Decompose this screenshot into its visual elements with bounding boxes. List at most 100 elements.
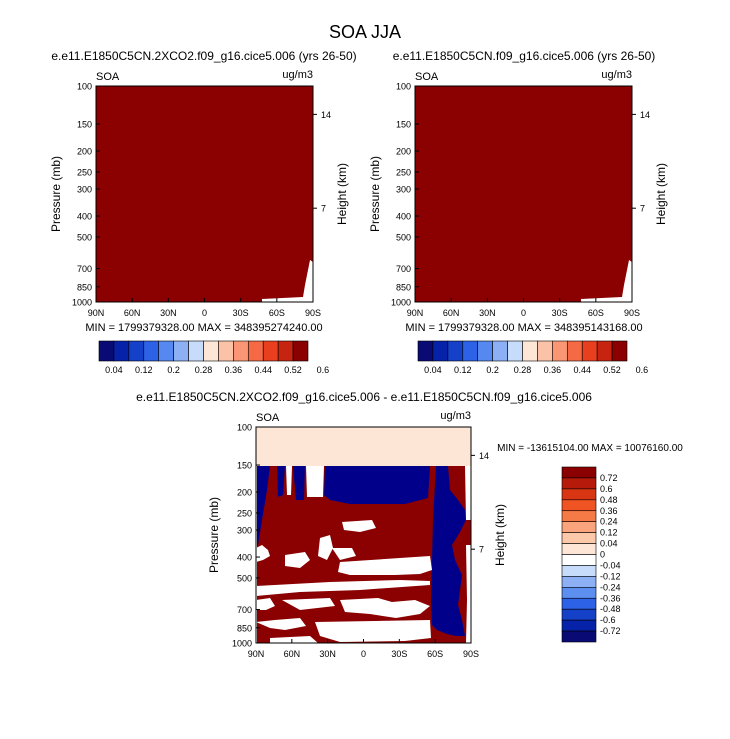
- panel-variable-label: SOA: [256, 412, 280, 424]
- colorbar-label: -0.72: [600, 626, 621, 636]
- x-ticks: 90N 60N 30N 0 30S 60S 90S: [88, 298, 321, 318]
- panel-control-2xco2: e.e11.E1850C5CN.2XCO2.f09_g16.cice5.006 …: [49, 49, 357, 375]
- y-tick-label: 250: [237, 508, 252, 518]
- y-tick-label: 500: [77, 232, 92, 242]
- y-tick-label: 400: [396, 212, 411, 222]
- colorbar-label: -0.6: [600, 615, 616, 625]
- y-tick-label: 400: [237, 553, 252, 563]
- panel-units-label: ug/m3: [601, 69, 632, 81]
- panel-units-label: ug/m3: [440, 410, 471, 422]
- colorbar-label: -0.04: [600, 560, 621, 570]
- colorbar-label: 0.36: [544, 365, 562, 375]
- colorbar-label: 0.36: [600, 506, 618, 516]
- y-tick-label: 850: [237, 623, 252, 633]
- colorbar-label: 0.2: [167, 365, 180, 375]
- y-tick-label: 850: [396, 282, 411, 292]
- colorbar-swatch: [507, 340, 523, 362]
- colorbar-swatch: [581, 340, 598, 362]
- colorbar-label: 0.12: [454, 365, 472, 375]
- x-ticks: 90N 60N 30N 0 30S 60S 90S: [248, 639, 479, 659]
- colorbar-swatch: [566, 340, 583, 362]
- colorbar-label: 0.28: [195, 365, 213, 375]
- x-ticks: 90N 60N 30N 0 30S 60S 90S: [407, 298, 640, 318]
- colorbar-swatch: [477, 340, 493, 362]
- near-zero-region: [256, 580, 430, 596]
- x-tick-label: 30N: [319, 649, 336, 659]
- colorbar: 0.04 0.12 0.2 0.28 0.36 0.44 0.52 0.6: [98, 340, 330, 375]
- y-tick-label: 700: [396, 264, 411, 274]
- y-right-tick-label: 7: [479, 545, 484, 555]
- colorbar-swatch: [561, 619, 597, 632]
- colorbar-label: 0.44: [573, 365, 591, 375]
- colorbar-label: 0.72: [600, 473, 618, 483]
- y-right-tick-label: 14: [479, 451, 489, 461]
- y-tick-label: 300: [77, 185, 92, 195]
- colorbar-swatch: [447, 340, 464, 362]
- colorbar-swatch: [432, 340, 449, 362]
- negative-region: [324, 466, 430, 504]
- y-tick-label: 700: [77, 264, 92, 274]
- colorbar-label: 0.36: [225, 365, 243, 375]
- colorbar-label: 0: [600, 550, 605, 560]
- colorbar-swatch: [561, 510, 597, 522]
- y-axis-label: Pressure (mb): [49, 156, 63, 232]
- colorbar-swatch: [561, 543, 597, 555]
- near-zero-region: [286, 466, 292, 495]
- colorbar-label: 0.2: [486, 365, 499, 375]
- colorbar-swatch: [417, 340, 434, 362]
- near-zero-region: [466, 545, 471, 643]
- y-ticks-right: 14 7: [632, 110, 650, 214]
- colorbar-swatch: [561, 532, 597, 544]
- y-tick-label: 500: [396, 232, 411, 242]
- x-tick-label: 90N: [248, 649, 265, 659]
- y-tick-label: 100: [396, 82, 411, 92]
- x-tick-label: 0: [521, 308, 526, 318]
- colorbar-label: -0.48: [600, 604, 621, 614]
- negative-region: [293, 466, 305, 500]
- near-zero-region: [465, 466, 471, 520]
- colorbar-swatch: [561, 565, 597, 577]
- y-tick-label: 300: [396, 185, 411, 195]
- colorbar-swatch: [247, 340, 264, 362]
- y-tick-label: 150: [77, 120, 92, 130]
- colorbar-swatch: [561, 499, 597, 512]
- y-tick-label: 1000: [72, 298, 92, 308]
- x-tick-label: 60N: [443, 308, 460, 318]
- colorbar-swatch: [561, 630, 597, 643]
- colorbar-swatch: [561, 477, 597, 490]
- colorbar-swatch: [98, 340, 115, 362]
- y-tick-label: 1000: [391, 298, 411, 308]
- heatmap-field: [96, 86, 313, 302]
- x-tick-label: 30S: [233, 308, 249, 318]
- y-tick-label: 250: [396, 167, 411, 177]
- y-ticks-right: 14 7: [313, 110, 331, 214]
- colorbar-label: 0.28: [514, 365, 532, 375]
- y-tick-label: 200: [237, 488, 252, 498]
- colorbar-label: 0.48: [600, 495, 618, 505]
- colorbar-swatch: [292, 340, 309, 362]
- colorbar-swatch: [522, 340, 538, 362]
- colorbar-label: 0.52: [603, 365, 621, 375]
- colorbar-swatch: [492, 340, 508, 362]
- panel-title: e.e11.E1850C5CN.f09_g16.cice5.006 (yrs 2…: [393, 49, 656, 63]
- near-zero-region: [256, 618, 306, 630]
- x-tick-label: 0: [361, 649, 366, 659]
- min-max-stats: MIN = 1799379328.00 MAX = 348395274240.0…: [85, 322, 322, 334]
- y-right-tick-label: 14: [640, 110, 650, 120]
- colorbar-label: -0.36: [600, 593, 621, 603]
- y-ticks: 100 150 200 250 300 400 500 700 850 1000: [391, 82, 419, 308]
- colorbar-swatch: [561, 488, 597, 501]
- heatmap-lower-region: [262, 260, 313, 302]
- y-tick-label: 1000: [232, 639, 252, 649]
- figure-title: SOA JJA: [329, 22, 401, 42]
- y-tick-label: 150: [237, 461, 252, 471]
- x-tick-label: 60S: [269, 308, 285, 318]
- x-tick-label: 60N: [284, 649, 301, 659]
- x-tick-label: 30N: [160, 308, 177, 318]
- near-zero-region: [270, 636, 318, 643]
- colorbar-swatch: [561, 466, 597, 479]
- near-zero-region: [306, 466, 324, 497]
- colorbar-label: 0.6: [317, 365, 330, 375]
- colorbar-swatch: [561, 554, 597, 566]
